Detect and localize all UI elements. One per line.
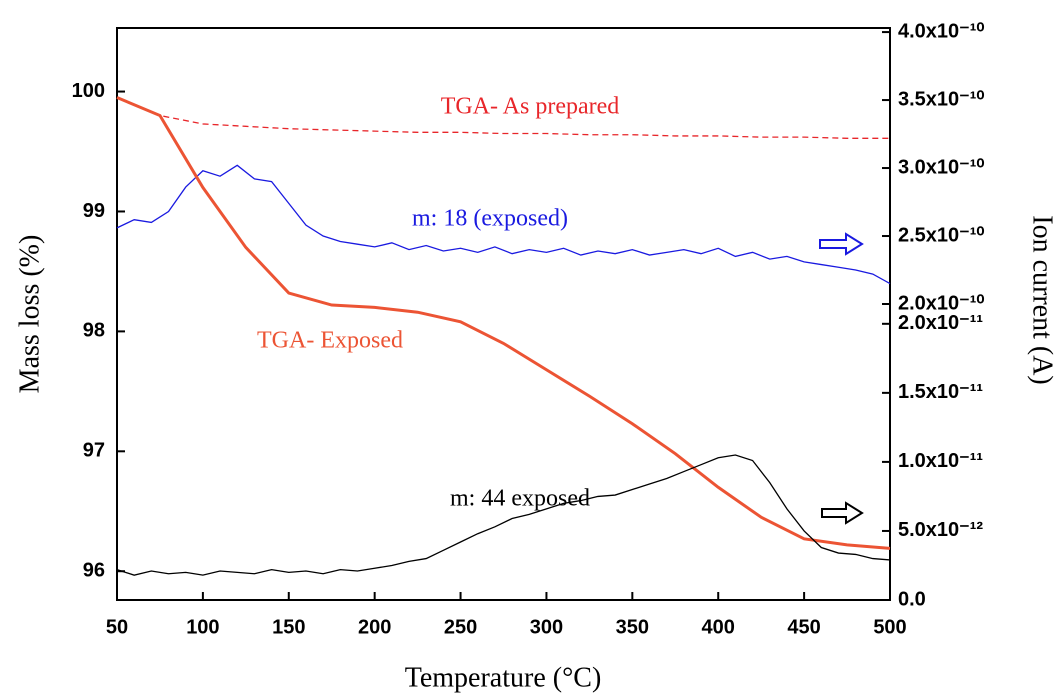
x-tick-label: 300 [530,616,563,638]
axis-arrow [819,232,864,256]
y2-tick-label: 3.0x10⁻¹⁰ [898,156,984,178]
x-tick-label: 150 [272,616,305,638]
y-tick-label: 98 [83,320,105,342]
y2-tick-label: 3.5x10⁻¹⁰ [898,88,984,110]
x-tick-label: 400 [702,616,735,638]
y2-tick-label: 2.0x10⁻¹¹ [898,312,983,334]
series-label: TGA- Exposed [257,328,403,354]
axis-arrow [821,501,864,525]
y-tick-label: 96 [83,560,105,582]
series-line [116,454,891,576]
y2-tick-label: 0.0 [898,588,926,610]
y2-tick-label: 1.5x10⁻¹¹ [898,381,983,403]
x-tick-label: 250 [444,616,477,638]
y-tick-label: 97 [83,440,105,462]
x-tick-label: 350 [616,616,649,638]
plot-frame [116,27,891,601]
y-axis-title: Mass loss (%) [14,235,45,394]
series-label: TGA- As prepared [441,94,620,120]
series-label: m: 44 exposed [450,486,590,512]
series-line [116,96,890,139]
x-tick-label: 450 [787,616,820,638]
y2-axis-title: Ion current (A) [1027,215,1058,384]
y2-tick-label: 2.5x10⁻¹⁰ [898,224,984,246]
x-tick-label: 500 [873,616,906,638]
x-axis-title: Temperature (°C) [405,662,602,693]
series-line [116,164,891,285]
x-tick-label: 50 [106,616,128,638]
x-tick-label: 200 [358,616,391,638]
y-tick-label: 99 [83,200,105,222]
y-tick-label: 100 [72,80,105,102]
y2-tick-label: 4.0x10⁻¹⁰ [898,20,984,42]
y2-tick-label: 1.0x10⁻¹¹ [898,450,983,472]
y2-tick-label: 5.0x10⁻¹² [898,519,983,541]
series-line [116,96,891,550]
series-label: m: 18 (exposed) [412,206,568,232]
x-tick-label: 100 [186,616,219,638]
y2-tick-label: 2.0x10⁻¹⁰ [898,292,984,314]
